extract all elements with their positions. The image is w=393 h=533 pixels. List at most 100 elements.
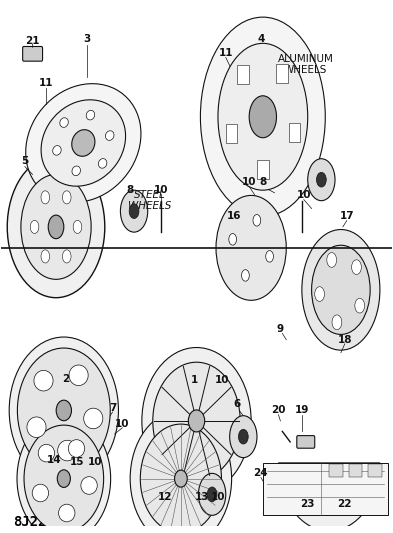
Bar (276, 64, 288, 83)
Ellipse shape (130, 410, 231, 533)
FancyBboxPatch shape (297, 435, 315, 448)
Text: 8: 8 (127, 185, 134, 195)
Bar (237, 66, 249, 84)
Text: 20: 20 (271, 406, 286, 415)
Text: 7: 7 (109, 403, 116, 413)
Ellipse shape (30, 220, 39, 233)
Ellipse shape (34, 370, 53, 391)
Text: 10: 10 (215, 375, 229, 385)
Ellipse shape (316, 172, 326, 187)
Ellipse shape (17, 348, 110, 473)
Ellipse shape (81, 477, 97, 494)
Ellipse shape (355, 298, 365, 313)
Ellipse shape (218, 43, 308, 190)
Ellipse shape (59, 504, 75, 522)
Ellipse shape (230, 416, 257, 458)
Ellipse shape (153, 362, 240, 480)
Text: 8J22400A: 8J22400A (13, 515, 80, 529)
Bar (257, 160, 269, 179)
Ellipse shape (174, 470, 187, 487)
FancyBboxPatch shape (23, 46, 42, 61)
Ellipse shape (53, 146, 61, 155)
Ellipse shape (129, 204, 139, 219)
Text: 22: 22 (338, 499, 352, 509)
Text: 8: 8 (259, 177, 266, 187)
Ellipse shape (62, 191, 71, 204)
Text: 23: 23 (301, 499, 315, 509)
Ellipse shape (41, 250, 50, 263)
Ellipse shape (198, 473, 226, 515)
Bar (368, 464, 382, 477)
Text: 11: 11 (39, 78, 53, 87)
Ellipse shape (242, 270, 249, 281)
Text: 10: 10 (88, 457, 102, 467)
Text: 19: 19 (295, 406, 309, 415)
Ellipse shape (308, 159, 335, 200)
Ellipse shape (41, 191, 50, 204)
Text: 18: 18 (338, 335, 352, 345)
Text: 17: 17 (340, 212, 354, 221)
Text: 15: 15 (70, 457, 85, 467)
Text: 5: 5 (21, 156, 28, 166)
Text: 10: 10 (297, 190, 311, 200)
Ellipse shape (266, 251, 274, 262)
Text: 10: 10 (115, 418, 130, 429)
Text: 12: 12 (158, 492, 173, 502)
Ellipse shape (253, 215, 261, 226)
Ellipse shape (302, 230, 380, 350)
Ellipse shape (62, 250, 71, 263)
Text: 6: 6 (234, 399, 241, 409)
Ellipse shape (17, 416, 111, 533)
Ellipse shape (26, 84, 141, 203)
Ellipse shape (142, 348, 251, 494)
Ellipse shape (200, 17, 325, 216)
Text: STEEL
WHEELS: STEEL WHEELS (128, 190, 171, 212)
Wedge shape (279, 463, 380, 531)
Ellipse shape (38, 445, 55, 462)
Ellipse shape (32, 484, 49, 502)
Ellipse shape (140, 424, 222, 533)
Text: ALUMINUM
WHEELS: ALUMINUM WHEELS (278, 53, 334, 75)
Ellipse shape (60, 118, 68, 127)
Ellipse shape (48, 215, 64, 239)
Ellipse shape (229, 233, 237, 245)
Text: 14: 14 (47, 455, 61, 465)
Ellipse shape (239, 429, 248, 444)
Text: 13: 13 (195, 492, 209, 502)
Bar (289, 123, 300, 142)
Ellipse shape (352, 260, 362, 274)
Ellipse shape (24, 425, 104, 532)
Text: 2: 2 (62, 374, 70, 384)
Ellipse shape (57, 470, 70, 488)
Text: 21: 21 (26, 36, 40, 46)
Text: 10: 10 (242, 177, 256, 187)
Ellipse shape (68, 440, 84, 457)
Ellipse shape (58, 440, 77, 461)
Ellipse shape (216, 196, 286, 300)
Ellipse shape (69, 365, 88, 385)
Ellipse shape (86, 110, 95, 120)
Text: 11: 11 (219, 48, 233, 58)
Ellipse shape (105, 131, 114, 140)
Text: 1: 1 (191, 375, 198, 385)
Text: 10: 10 (211, 492, 225, 502)
Bar (349, 464, 362, 477)
Ellipse shape (98, 159, 107, 168)
Bar (226, 124, 237, 143)
Ellipse shape (207, 487, 217, 502)
Ellipse shape (72, 166, 81, 176)
Ellipse shape (72, 130, 95, 156)
Ellipse shape (27, 417, 46, 438)
Ellipse shape (21, 174, 91, 279)
Ellipse shape (7, 156, 105, 298)
Text: 16: 16 (226, 212, 241, 221)
Ellipse shape (315, 287, 325, 301)
Ellipse shape (41, 100, 126, 186)
Bar (329, 464, 343, 477)
Text: 3: 3 (84, 34, 91, 44)
Ellipse shape (73, 220, 82, 233)
Ellipse shape (120, 190, 148, 232)
Ellipse shape (84, 408, 103, 429)
Ellipse shape (9, 337, 118, 484)
Ellipse shape (312, 245, 370, 334)
